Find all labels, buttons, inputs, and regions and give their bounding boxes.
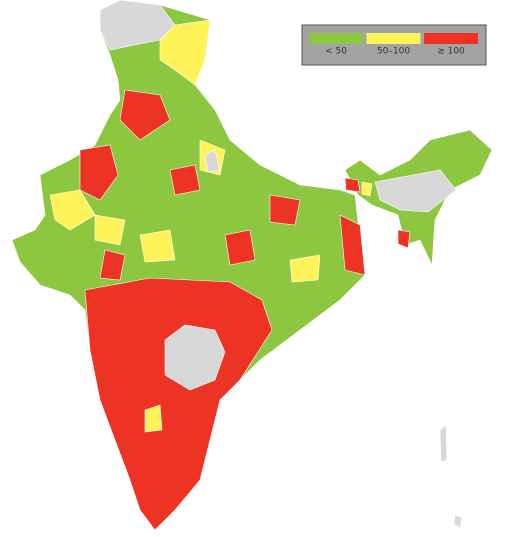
legend-swatch — [309, 33, 363, 44]
region-mid — [289, 254, 321, 283]
legend-box — [301, 24, 487, 66]
region-high — [224, 229, 256, 266]
region-high — [344, 177, 361, 193]
region-high — [79, 144, 119, 201]
region-mid — [94, 214, 126, 246]
region-mid — [159, 19, 211, 86]
legend-swatch — [424, 33, 478, 44]
region-mid — [361, 181, 373, 197]
region-high — [99, 249, 126, 281]
legend-label: < 50 — [325, 47, 347, 57]
region-high — [397, 229, 411, 249]
region-nodata — [164, 324, 226, 391]
region-high — [119, 89, 171, 141]
region-high — [269, 194, 301, 226]
legend-label: ≥ 100 — [437, 47, 465, 57]
region-high — [169, 164, 201, 196]
region-high — [339, 214, 366, 276]
region-mid — [139, 229, 176, 263]
region-mid — [49, 189, 96, 231]
islands — [439, 424, 463, 529]
legend-label: 50–100 — [377, 47, 410, 57]
legend: < 50 50–100 ≥ 100 — [301, 24, 487, 66]
legend-swatch — [366, 33, 421, 44]
region-nodata — [374, 169, 457, 213]
region-mid — [144, 404, 163, 433]
region-nodata — [204, 149, 221, 173]
india-map — [11, 0, 493, 531]
region-high — [84, 277, 273, 531]
